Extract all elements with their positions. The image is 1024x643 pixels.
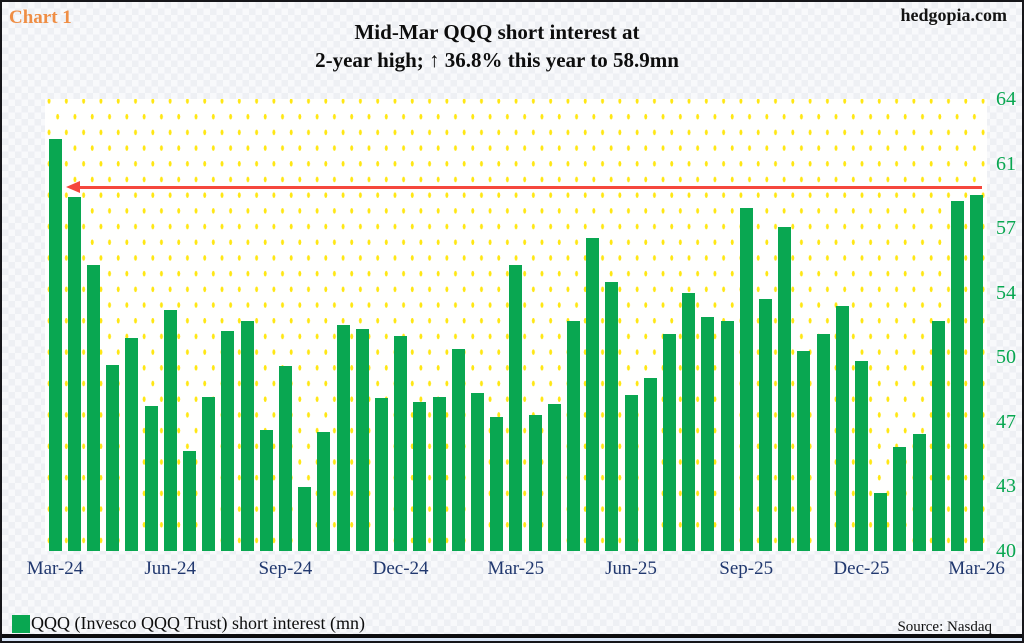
bar-End-Jul-25 <box>682 292 696 551</box>
bar-Mid-Oct-24 <box>317 432 331 551</box>
bar-Mid-Apr-24 <box>86 264 100 551</box>
chart-title-line1: Mid-Mar QQQ short interest at <box>354 20 640 44</box>
x-tick-Mar-26: Mar-26 <box>948 558 1005 579</box>
y-tick-57: 57 <box>996 217 1016 240</box>
bar-End-Feb-25 <box>490 417 504 551</box>
bar-Mid-Mar-24 <box>48 138 62 551</box>
bar-End-Mar-25 <box>528 415 542 551</box>
bar-Mid-Nov-24 <box>355 328 369 551</box>
site-watermark: hedgopia.com <box>900 5 1007 25</box>
bar-Mid-Dec-24 <box>394 336 408 551</box>
bar-End-Dec-25 <box>874 492 888 551</box>
legend: QQQ (Invesco QQQ Trust) short interest (… <box>12 613 365 634</box>
bar-End-Jul-24 <box>221 330 235 551</box>
bar-End-Jun-25 <box>643 377 657 551</box>
bar-End-Apr-24 <box>106 364 120 551</box>
legend-label: QQQ (Invesco QQQ Trust) short interest (… <box>31 613 365 633</box>
bar-End-Nov-25 <box>835 306 849 551</box>
x-tick-Mar-25: Mar-25 <box>487 558 545 579</box>
bar-Mid-Oct-25 <box>778 227 792 551</box>
y-tick-54: 54 <box>996 281 1016 304</box>
y-tick-43: 43 <box>996 475 1016 498</box>
bar-Mid-Aug-25 <box>701 317 715 551</box>
x-tick-Mar-24: Mar-24 <box>26 558 84 579</box>
x-tick-Sep-25: Sep-25 <box>719 558 774 579</box>
bar-End-Apr-25 <box>566 321 580 551</box>
bar-End-Jan-26 <box>912 434 926 551</box>
y-tick-47: 47 <box>996 410 1016 433</box>
x-tick-Jun-25: Jun-25 <box>605 558 657 579</box>
x-tick-Dec-25: Dec-25 <box>833 558 890 579</box>
bar-Mid-Feb-26 <box>931 321 945 551</box>
x-tick-Jun-24: Jun-24 <box>144 558 197 579</box>
bar-End-Aug-24 <box>259 430 273 551</box>
bar-End-Dec-24 <box>413 402 427 551</box>
plot-area <box>45 99 987 551</box>
bar-End-Aug-25 <box>720 321 734 551</box>
arrow-left-icon <box>66 181 80 194</box>
x-tick-Sep-24: Sep-24 <box>258 558 313 579</box>
bar-End-Jan-25 <box>451 349 465 551</box>
reference-line <box>79 186 982 190</box>
bar-Mid-Sep-25 <box>739 208 753 551</box>
bar-End-Sep-24 <box>298 486 312 551</box>
bottom-border <box>2 634 1022 638</box>
bar-Mid-Nov-25 <box>816 334 830 551</box>
bar-End-Nov-24 <box>374 398 388 551</box>
bar-Mid-May-24 <box>125 338 139 551</box>
bar-Mid-Jun-24 <box>163 309 177 551</box>
bar-End-Mar-24 <box>67 196 81 551</box>
bar-Mid-Jan-26 <box>893 447 907 551</box>
y-tick-50: 50 <box>996 346 1016 369</box>
bar-End-Oct-24 <box>336 325 350 551</box>
bar-Mid-Jul-25 <box>662 334 676 551</box>
bar-Mid-Sep-24 <box>278 366 292 551</box>
bar-Mid-Apr-25 <box>547 404 561 551</box>
bar-Mid-Mar-25 <box>509 264 523 551</box>
bar-Mid-Jun-25 <box>624 394 638 551</box>
bar-Mid-Aug-24 <box>240 321 254 551</box>
bar-Mid-Dec-25 <box>854 360 868 551</box>
source-note: Source: Nasdaq <box>897 619 992 635</box>
bar-Mid-Mar-26 <box>970 195 984 551</box>
chart-title-line2: 2-year high; ↑ 36.8% this year to 58.9mn <box>315 48 679 72</box>
y-tick-64: 64 <box>996 88 1016 110</box>
legend-swatch-icon <box>12 614 30 633</box>
x-tick-Dec-24: Dec-24 <box>372 558 429 579</box>
bar-End-Sep-25 <box>758 298 772 551</box>
bar-End-Jun-24 <box>182 451 196 551</box>
bar-Mid-Jul-24 <box>202 396 216 551</box>
y-tick-61: 61 <box>996 152 1016 175</box>
bar-End-Oct-25 <box>797 351 811 551</box>
bar-End-May-25 <box>605 281 619 551</box>
bar-Mid-Jan-25 <box>432 396 446 551</box>
bar-End-May-24 <box>144 405 158 551</box>
chart-number-label: Chart 1 <box>9 7 72 28</box>
bottom-strip <box>2 638 1022 641</box>
bar-Mid-Feb-25 <box>470 392 484 551</box>
chart-title: Mid-Mar QQQ short interest at 2-year hig… <box>2 18 992 74</box>
bar-Mid-May-25 <box>586 238 600 551</box>
y-tick-40: 40 <box>996 540 1016 562</box>
bar-End-Feb-26 <box>950 200 964 551</box>
